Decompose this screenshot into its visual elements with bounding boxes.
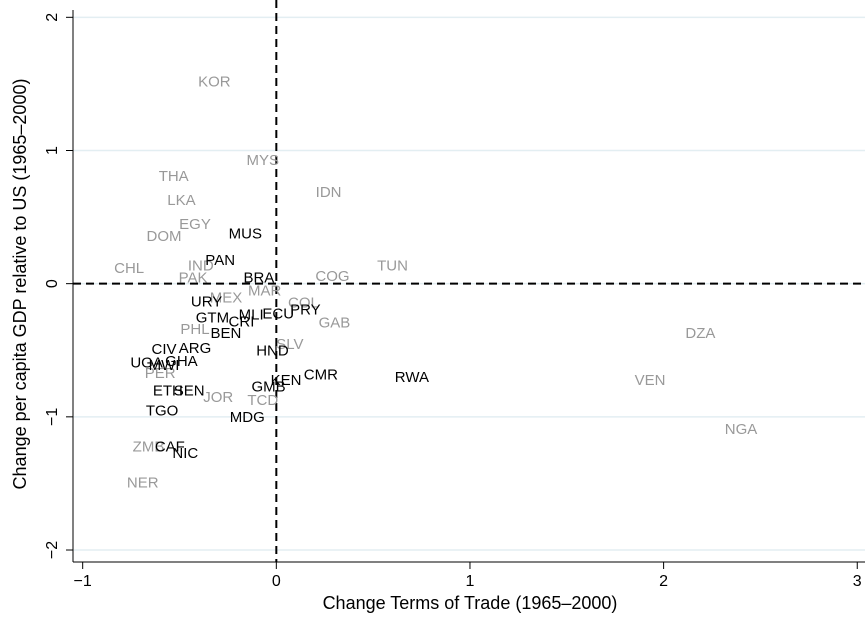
point-label: MLI: [239, 307, 264, 324]
point-label: BEN: [211, 325, 242, 342]
point-label: CAF: [155, 438, 185, 455]
point-label: PRY: [290, 301, 321, 318]
point-label: TGO: [146, 402, 179, 419]
point-label: CIV: [152, 341, 177, 358]
x-axis-label: Change Terms of Trade (1965–2000): [323, 593, 618, 613]
point-label: TCD: [247, 392, 278, 409]
point-label: THA: [159, 168, 189, 185]
point-label: ETH: [153, 383, 183, 400]
point-label: VEN: [635, 372, 666, 389]
point-label: RWA: [395, 369, 429, 386]
point-label: ECU: [262, 305, 294, 322]
point-label: SEN: [174, 383, 205, 400]
point-label: MUS: [229, 225, 262, 242]
point-label: GTM: [196, 309, 229, 326]
point-label: MWI: [149, 357, 180, 374]
point-label: GAB: [319, 315, 351, 332]
point-label: URY: [191, 293, 222, 310]
x-tick-label: −1: [74, 573, 92, 590]
point-label: COL: [288, 295, 319, 312]
x-tick-label: 1: [466, 573, 475, 590]
point-label: GMB: [251, 379, 285, 396]
y-tick-label: 2: [44, 13, 61, 22]
point-label: COG: [315, 268, 349, 285]
x-tick-label: 2: [659, 573, 668, 590]
point-label: MDG: [230, 409, 265, 426]
point-label: IND: [188, 257, 214, 274]
point-label: ARG: [179, 340, 212, 357]
point-label: DOM: [147, 228, 182, 245]
point-label: MEX: [210, 289, 243, 306]
point-label: BRA: [243, 269, 274, 286]
point-label: HND: [256, 343, 289, 360]
point-label: KOR: [198, 74, 231, 91]
x-tick-label: 3: [853, 573, 862, 590]
point-label: KEN: [271, 372, 302, 389]
y-axis-label: Change per capita GDP relative to US (19…: [10, 79, 30, 490]
point-label: PHL: [180, 321, 209, 338]
point-label: TUN: [377, 257, 408, 274]
point-label: CHL: [114, 260, 144, 277]
point-label: EGY: [179, 216, 211, 233]
point-label: LKA: [167, 192, 195, 209]
point-label: SLV: [276, 336, 303, 353]
point-label: GHA: [165, 353, 198, 370]
point-label: NER: [127, 474, 159, 491]
point-label: PAN: [205, 252, 235, 269]
y-tick-label: 0: [44, 279, 61, 288]
point-label: NGA: [725, 421, 758, 438]
x-tick-label: 0: [272, 573, 281, 590]
point-label: ZMB: [133, 438, 165, 455]
point-label: IDN: [316, 184, 342, 201]
point-label: JOR: [203, 389, 233, 406]
point-label: NIC: [172, 445, 198, 462]
point-label: PER: [145, 365, 176, 382]
point-label: UGA: [130, 355, 163, 372]
point-label: DZA: [685, 325, 715, 342]
point-label: MAR: [248, 283, 282, 300]
point-label: MYS: [247, 152, 280, 169]
point-label: PAK: [179, 269, 208, 286]
point-label: CRI: [229, 313, 255, 330]
y-tick-label: −1: [44, 408, 61, 426]
y-tick-label: −2: [44, 541, 61, 559]
y-tick-label: 1: [44, 146, 61, 155]
point-label: CMR: [304, 367, 338, 384]
